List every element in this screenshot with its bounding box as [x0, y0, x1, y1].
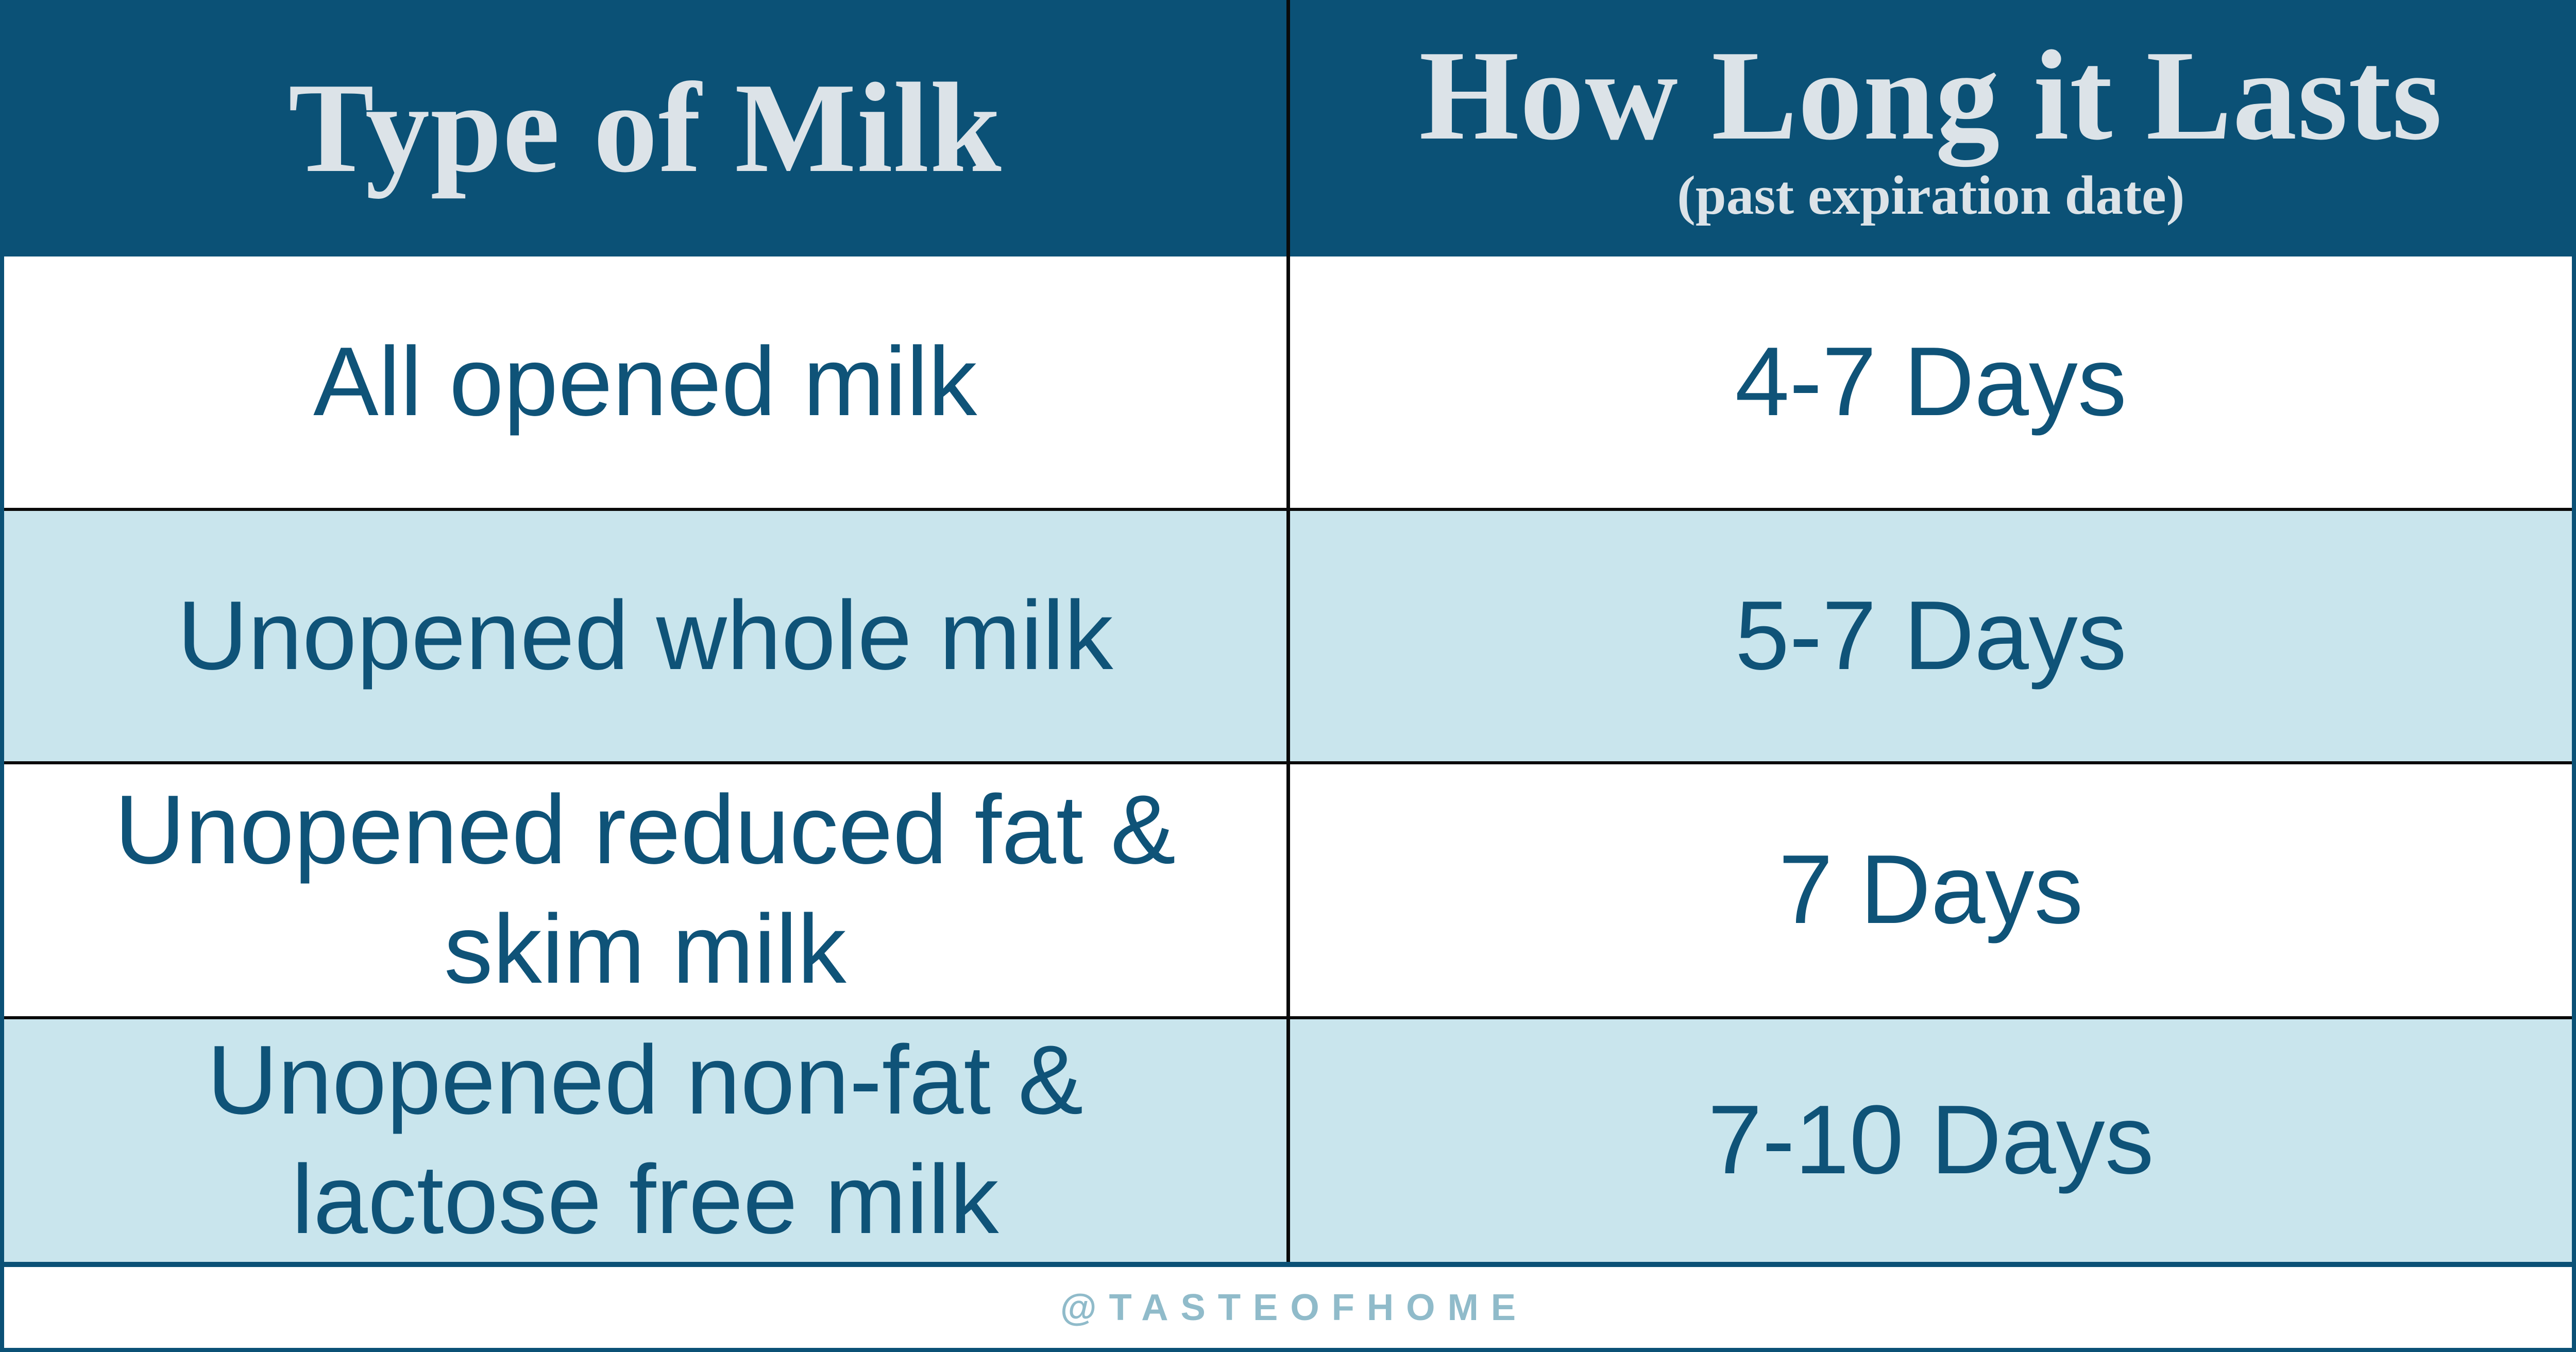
milk-type-label: Unopened non-fat & lactose free milk — [207, 1025, 1083, 1255]
cell-duration: 7 Days — [1286, 764, 2572, 1016]
table-row: All opened milk 4-7 Days — [4, 256, 2572, 511]
cell-duration: 5-7 Days — [1286, 510, 2572, 761]
cell-milk-type: Unopened reduced fat & skim milk — [4, 764, 1286, 1016]
cell-milk-type: All opened milk — [4, 256, 1286, 508]
header-subtitle-past-expiration: (past expiration date) — [1677, 164, 2185, 226]
table-row: Unopened whole milk 5-7 Days — [4, 510, 2572, 764]
footer-credit: @TASTEOFHOME — [1060, 1287, 1529, 1328]
milk-type-label: Unopened whole milk — [177, 580, 1113, 690]
milk-type-label: All opened milk — [313, 327, 977, 436]
duration-label: 4-7 Days — [1735, 327, 2127, 436]
milk-type-label: Unopened reduced fat & skim milk — [114, 775, 1176, 1004]
table-row: Unopened reduced fat & skim milk 7 Days — [4, 764, 2572, 1019]
table-row: Unopened non-fat & lactose free milk 7-1… — [4, 1019, 2572, 1267]
header-title-how-long-it-lasts: How Long it Lasts — [1419, 24, 2443, 167]
cell-milk-type: Unopened non-fat & lactose free milk — [4, 1019, 1286, 1262]
cell-duration: 4-7 Days — [1286, 256, 2572, 508]
header-cell-duration: How Long it Lasts (past expiration date) — [1286, 0, 2572, 256]
table-header-row: Type of Milk How Long it Lasts (past exp… — [4, 0, 2572, 256]
header-cell-milk-type: Type of Milk — [4, 0, 1286, 256]
duration-label: 7-10 Days — [1707, 1085, 2154, 1195]
duration-label: 7 Days — [1778, 835, 2083, 945]
duration-label: 5-7 Days — [1735, 580, 2127, 690]
footer-bar: @TASTEOFHOME — [4, 1267, 2572, 1348]
header-title-type-of-milk: Type of Milk — [288, 57, 1002, 200]
cell-milk-type: Unopened whole milk — [4, 511, 1286, 761]
cell-duration: 7-10 Days — [1286, 1019, 2572, 1262]
